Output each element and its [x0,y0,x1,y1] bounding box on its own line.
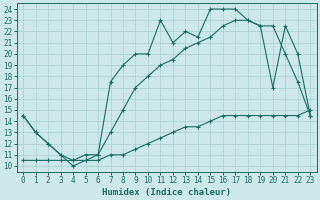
X-axis label: Humidex (Indice chaleur): Humidex (Indice chaleur) [102,188,231,197]
